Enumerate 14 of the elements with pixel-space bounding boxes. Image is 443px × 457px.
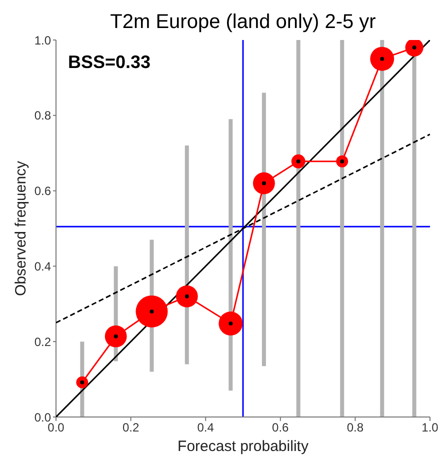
y-tick-label: 0.2: [34, 334, 52, 349]
y-tick-label: 0.8: [34, 108, 52, 123]
y-tick-label: 1.0: [34, 33, 52, 48]
chart-title: T2m Europe (land only) 2-5 yr: [109, 10, 377, 35]
annotation: BSS=0.33: [68, 52, 151, 73]
x-axis-title: Forecast probability: [178, 438, 309, 455]
y-axis-title: Observed frequency: [12, 160, 30, 296]
y-tick-label: 0.6: [34, 184, 52, 198]
x-tick-label: 1.0: [422, 420, 439, 435]
x-tick-label: 0.2: [122, 420, 140, 435]
x-tick-label: 0.8: [346, 420, 364, 435]
x-tick-label: 0.4: [197, 420, 214, 435]
x-tick-label: 0.6: [272, 420, 290, 435]
y-tick-label: 0.4: [34, 259, 52, 274]
